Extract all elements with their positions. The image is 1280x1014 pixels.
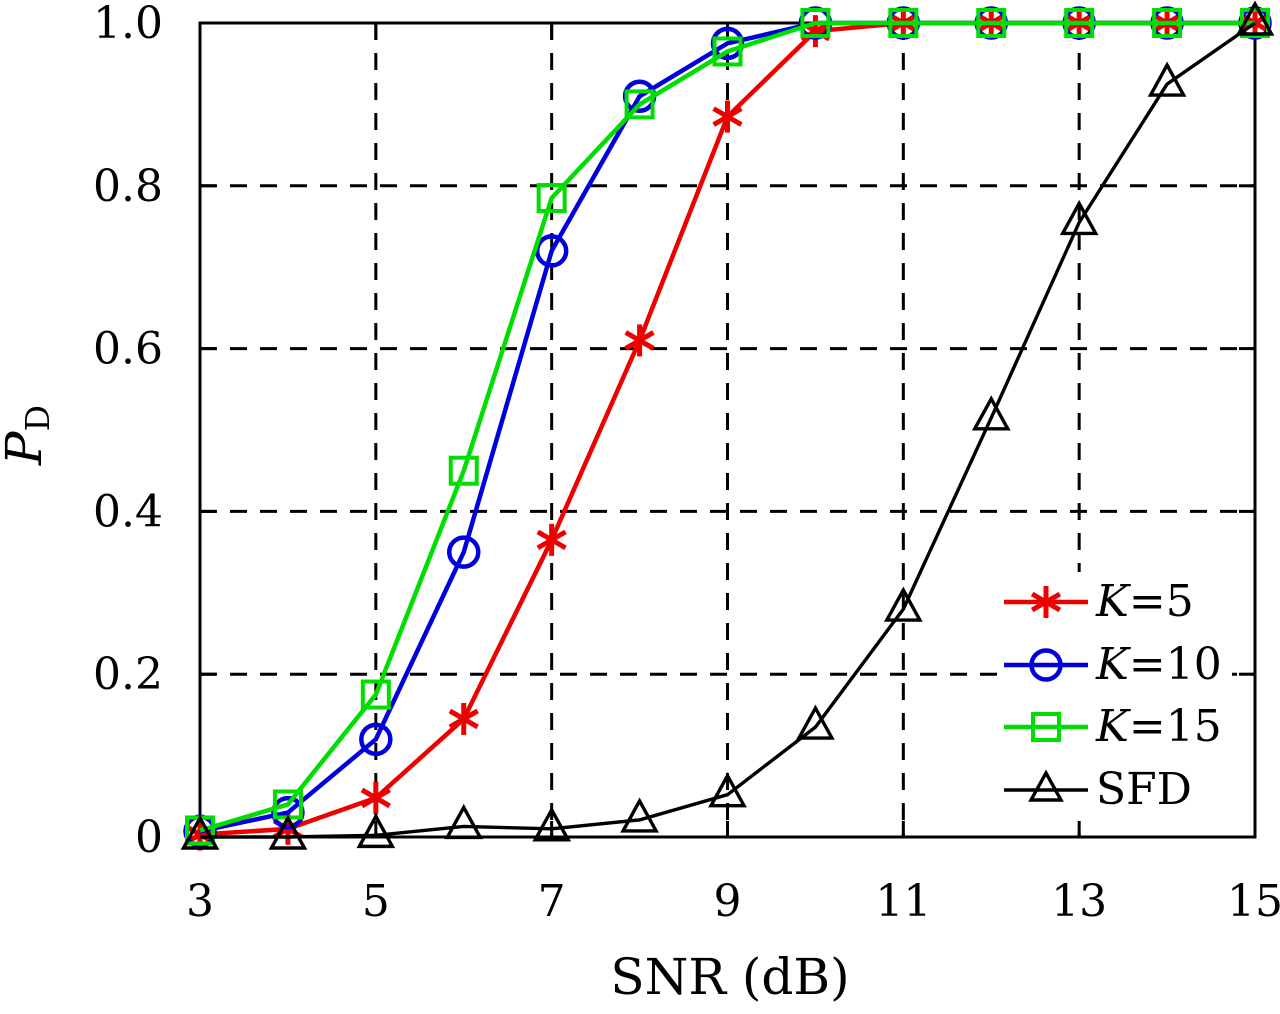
y-axis-label-subscript: D: [18, 404, 57, 432]
x-axis-label: SNR (dB): [610, 948, 850, 1006]
series-sfd: [180, 0, 1275, 850]
square-marker: [888, 8, 919, 38]
y-tick-label-0: 0: [135, 812, 163, 863]
triangle-marker: [180, 814, 220, 850]
square-marker: [360, 679, 391, 710]
square-marker: [1031, 712, 1061, 743]
square-marker: [1064, 8, 1095, 38]
x-tick-label-5: 5: [362, 876, 390, 927]
triangle-marker: [971, 395, 1011, 431]
legend-label-k-15: K=15: [1096, 701, 1222, 753]
triangle-marker: [620, 797, 659, 833]
triangle-marker: [1147, 61, 1187, 97]
triangle-marker: [883, 586, 923, 622]
y-axis-label-symbol: P: [0, 431, 53, 466]
legend-key-sfd: [1004, 769, 1088, 802]
y-tick-label-0.2: 0.2: [93, 649, 163, 700]
square-marker: [536, 183, 567, 214]
square-marker: [1152, 8, 1183, 38]
legend-label-k-10: K=10: [1096, 638, 1222, 690]
legend-key-k-10: [1004, 647, 1088, 682]
square-marker: [800, 8, 831, 38]
triangle-marker: [532, 806, 572, 842]
y-tick-label-0.4: 0.4: [93, 486, 163, 537]
triangle-marker: [708, 772, 747, 808]
triangle-marker: [356, 812, 396, 849]
asterisk-marker: [624, 324, 655, 357]
x-tick-label-7: 7: [538, 876, 566, 927]
asterisk-marker: [360, 781, 391, 814]
x-tick-label-15: 15: [1227, 876, 1280, 927]
series-sfd-line: [200, 21, 1256, 839]
legend-key-k-5: [1004, 586, 1088, 618]
square-marker: [712, 36, 743, 67]
circle-marker: [534, 234, 569, 268]
y-tick-label-0.6: 0.6: [93, 324, 163, 375]
square-marker: [1240, 8, 1270, 38]
triangle-marker: [268, 814, 308, 850]
x-tick-label-11: 11: [875, 876, 931, 927]
triangle-marker: [796, 704, 835, 740]
legend-item-k-15: K=15: [1002, 699, 1232, 755]
circle-marker: [447, 535, 481, 569]
triangle-marker: [1235, 0, 1275, 36]
tick-labels: 3 5 7 9 11 13 15 0 0.2 0.4 0.6 0.8 1.0: [93, 0, 1280, 927]
square-marker: [976, 8, 1007, 38]
legend-item-k-10: K=10: [1002, 637, 1232, 693]
legend-item-k-5: K=5: [1002, 574, 1232, 630]
legend: K=5 K=10 K=15 SFD: [1002, 572, 1232, 820]
x-tick-label-3: 3: [186, 876, 214, 927]
legend-key-k-15: [1004, 712, 1088, 743]
asterisk-marker: [448, 702, 479, 735]
y-axis-label: PD: [0, 345, 57, 525]
square-marker: [448, 455, 479, 486]
circle-marker: [359, 722, 393, 757]
asterisk-marker: [536, 523, 567, 556]
legend-item-sfd: SFD: [1002, 762, 1232, 818]
triangle-marker: [1059, 199, 1099, 236]
x-tick-label-13: 13: [1051, 876, 1107, 927]
legend-label-k-5: K=5: [1096, 576, 1194, 627]
triangle-marker: [444, 803, 484, 840]
x-tick-label-9: 9: [714, 876, 742, 927]
asterisk-marker: [712, 100, 743, 133]
triangle-marker: [1028, 769, 1064, 802]
legend-label-sfd: SFD: [1096, 763, 1192, 815]
y-tick-label-0.8: 0.8: [93, 161, 163, 212]
asterisk-marker: [1030, 591, 1062, 613]
square-marker: [624, 89, 655, 120]
y-tick-label-1.0: 1.0: [93, 0, 163, 49]
series-k-15-line: [199, 20, 1255, 833]
circle-marker: [1029, 647, 1063, 682]
